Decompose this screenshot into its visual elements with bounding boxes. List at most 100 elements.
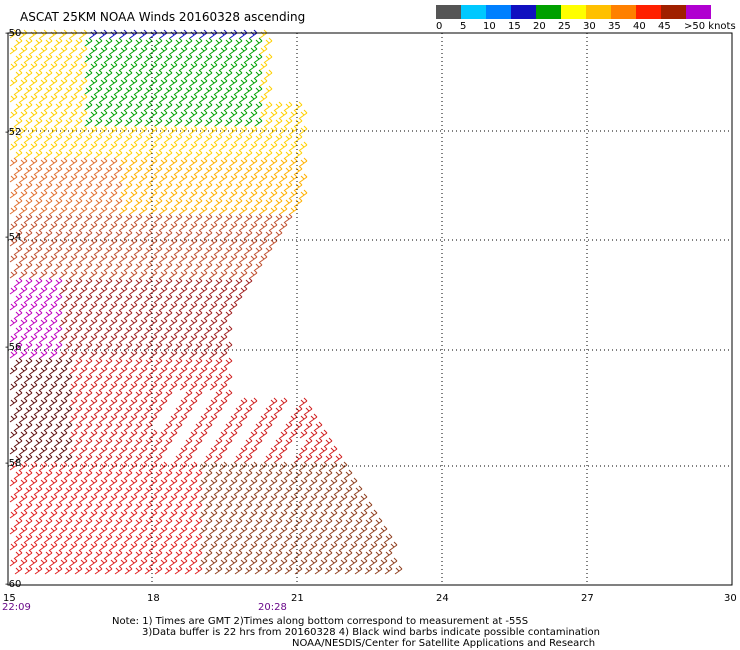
wind-barb bbox=[14, 197, 23, 207]
footnote-line: 3)Data buffer is 22 hrs from 20160328 4)… bbox=[142, 627, 600, 638]
wind-barb bbox=[44, 53, 53, 63]
wind-barb bbox=[254, 53, 263, 63]
wind-barb bbox=[219, 77, 228, 87]
wind-barb bbox=[159, 221, 168, 231]
wind-barb bbox=[104, 517, 113, 527]
wind-barb bbox=[244, 213, 253, 223]
wind-barb bbox=[69, 29, 78, 39]
wind-barb bbox=[214, 149, 223, 159]
wind-barb bbox=[159, 109, 168, 119]
wind-barb bbox=[129, 93, 138, 103]
wind-barb bbox=[214, 53, 223, 63]
wind-barb bbox=[174, 181, 183, 191]
wind-barb bbox=[109, 557, 118, 567]
wind-barb bbox=[219, 221, 228, 231]
wind-barb bbox=[224, 261, 233, 271]
wind-barb bbox=[104, 69, 113, 79]
wind-barb bbox=[214, 85, 223, 95]
wind-barb bbox=[164, 181, 173, 191]
wind-barb bbox=[234, 549, 243, 559]
wind-barb bbox=[134, 517, 143, 527]
wind-barb bbox=[289, 477, 298, 487]
wind-barb bbox=[174, 101, 183, 111]
wind-barb bbox=[34, 405, 43, 415]
wind-barb bbox=[249, 77, 258, 87]
wind-barb bbox=[254, 101, 263, 111]
wind-barb bbox=[109, 493, 118, 503]
wind-barb bbox=[9, 509, 18, 519]
lon-label: 24 bbox=[436, 593, 449, 604]
wind-barb bbox=[194, 341, 203, 351]
wind-barb bbox=[79, 365, 88, 375]
wind-barb bbox=[164, 165, 173, 175]
wind-barb bbox=[94, 37, 103, 47]
wind-barb bbox=[54, 485, 63, 495]
wind-barb bbox=[24, 37, 33, 47]
wind-barb bbox=[284, 165, 293, 175]
wind-barb bbox=[349, 557, 358, 567]
wind-barb bbox=[189, 541, 198, 551]
wind-barb bbox=[144, 405, 153, 415]
wind-barb bbox=[214, 37, 223, 47]
wind-barb bbox=[74, 117, 83, 127]
wind-barb bbox=[119, 477, 128, 487]
wind-barb bbox=[179, 397, 188, 407]
wind-barb bbox=[24, 469, 33, 479]
wind-barb bbox=[159, 189, 168, 199]
wind-barb bbox=[229, 461, 238, 471]
wind-barb bbox=[169, 381, 178, 391]
wind-barb bbox=[144, 309, 153, 319]
wind-barb bbox=[149, 493, 158, 503]
wind-barb bbox=[134, 197, 143, 207]
wind-barb bbox=[149, 557, 158, 567]
wind-barb bbox=[134, 149, 143, 159]
wind-barb bbox=[84, 533, 93, 543]
wind-barb bbox=[89, 125, 98, 135]
wind-barb bbox=[294, 501, 303, 511]
wind-barb bbox=[29, 365, 38, 375]
wind-barb bbox=[144, 197, 153, 207]
wind-barb bbox=[59, 221, 68, 231]
wind-barb bbox=[209, 397, 218, 407]
wind-barb bbox=[84, 181, 93, 191]
wind-barb bbox=[134, 437, 143, 447]
wind-barb bbox=[59, 525, 68, 535]
wind-barb bbox=[139, 541, 148, 551]
wind-barb bbox=[74, 565, 83, 575]
wind-barb bbox=[64, 69, 73, 79]
wind-barb bbox=[234, 421, 243, 431]
wind-barb bbox=[24, 373, 33, 383]
wind-barb bbox=[19, 333, 28, 343]
wind-barb bbox=[154, 325, 163, 335]
wind-barb bbox=[154, 229, 163, 239]
wind-barb bbox=[254, 165, 263, 175]
wind-barb bbox=[89, 205, 98, 215]
wind-barb bbox=[194, 181, 203, 191]
wind-barb bbox=[189, 109, 198, 119]
wind-barb bbox=[209, 365, 218, 375]
wind-barb bbox=[34, 85, 43, 95]
wind-barb bbox=[124, 309, 133, 319]
wind-barb bbox=[29, 557, 38, 567]
wind-barb bbox=[199, 413, 208, 423]
wind-barb bbox=[79, 109, 88, 119]
wind-barb bbox=[119, 493, 128, 503]
wind-barb bbox=[189, 189, 198, 199]
wind-barb bbox=[69, 349, 78, 359]
wind-barb bbox=[9, 445, 18, 455]
wind-barb bbox=[274, 533, 283, 543]
wind-barb bbox=[224, 293, 233, 303]
wind-barb bbox=[204, 293, 213, 303]
wind-barb bbox=[189, 157, 198, 167]
wind-barb bbox=[109, 77, 118, 87]
wind-barb bbox=[299, 189, 308, 199]
wind-barb bbox=[129, 365, 138, 375]
wind-barb bbox=[209, 205, 218, 215]
wind-barb bbox=[289, 557, 298, 567]
wind-barb bbox=[164, 309, 173, 319]
wind-barb bbox=[244, 501, 253, 511]
wind-barb bbox=[284, 197, 293, 207]
wind-barb bbox=[69, 141, 78, 151]
wind-barb bbox=[89, 29, 98, 39]
wind-barb bbox=[194, 85, 203, 95]
